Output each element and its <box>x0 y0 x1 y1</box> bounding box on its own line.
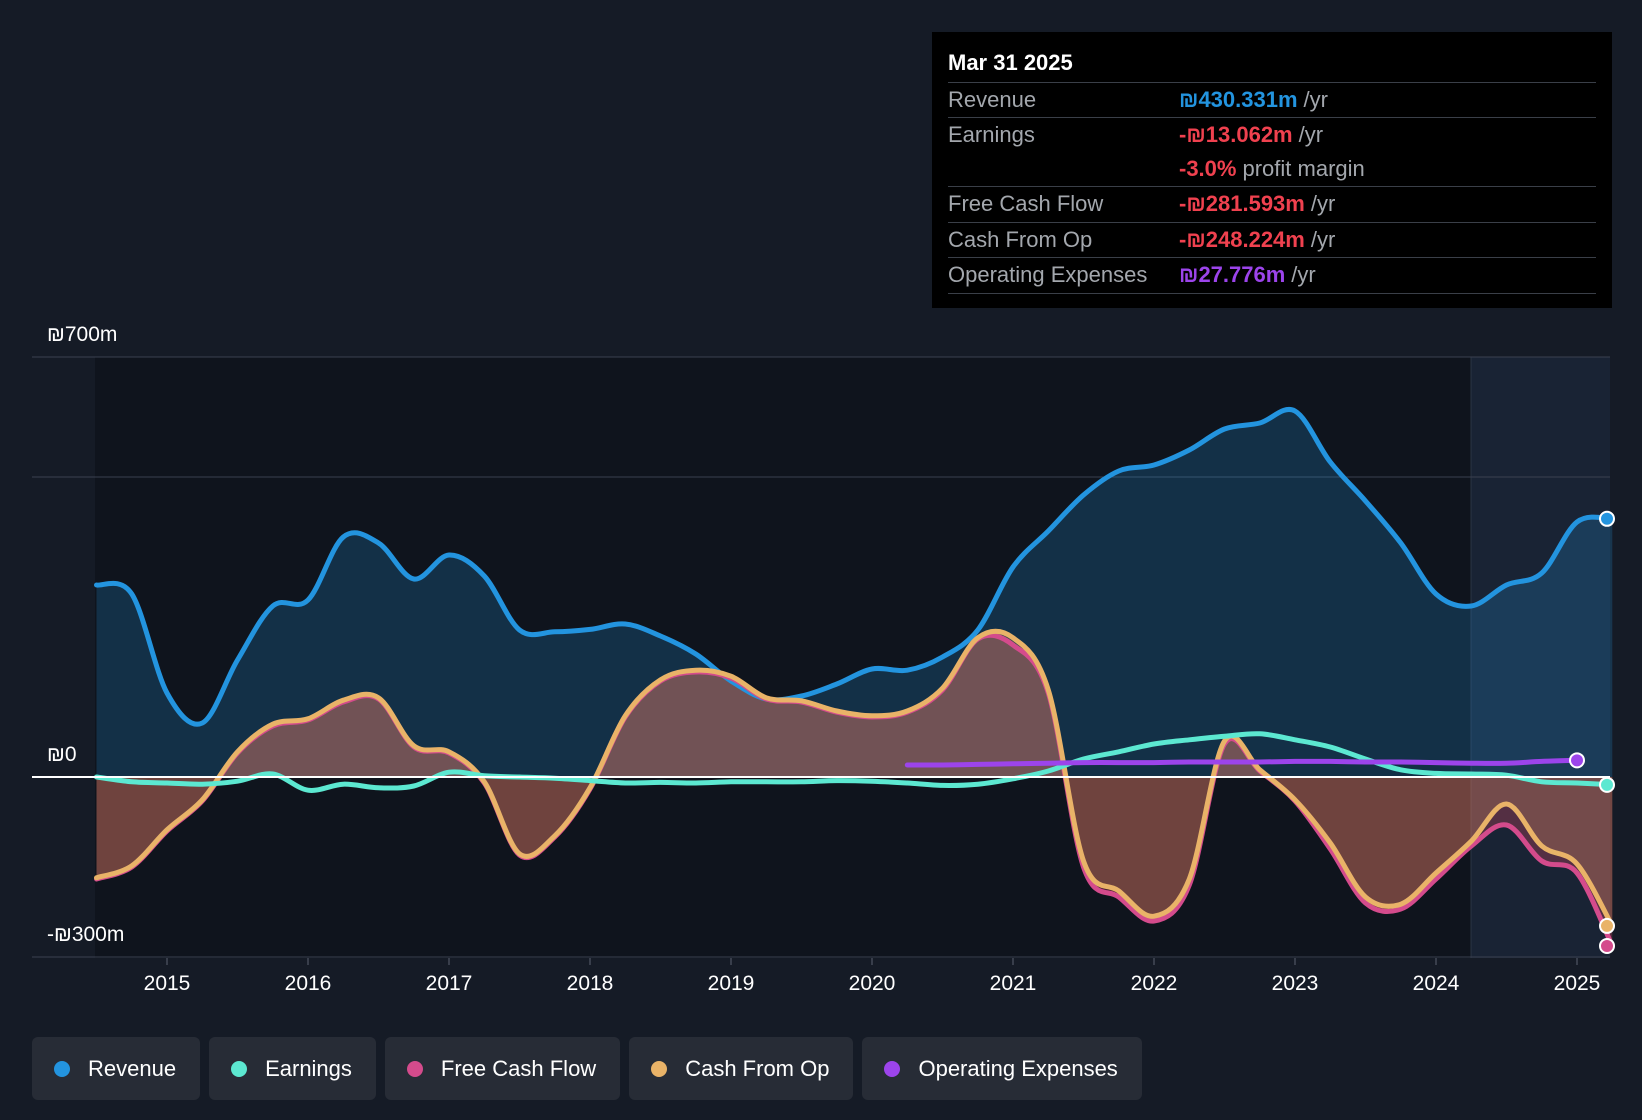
tooltip-fcf-unit: /yr <box>1310 191 1336 216</box>
free-cash-flow-area <box>96 635 1613 946</box>
revenue-endpoint <box>1599 510 1615 527</box>
legend-label-revenue: Revenue <box>88 1055 177 1081</box>
cash-from-op-area <box>96 631 1613 926</box>
tooltip-earnings-unit: /yr <box>1298 122 1324 147</box>
legend-dot-revenue <box>54 1060 70 1077</box>
data-tooltip: Mar 31 2025 Revenue ₪430.331m /yr Earnin… <box>932 32 1612 308</box>
operating-expenses-line <box>904 757 1580 768</box>
revenue-line <box>94 407 1615 727</box>
tooltip-margin-label: profit margin <box>1242 156 1365 181</box>
legend-item-revenue[interactable]: Revenue <box>32 1037 201 1100</box>
x-tick-label: 2023 <box>1272 972 1319 995</box>
tooltip-revenue-label: Revenue <box>948 87 1037 112</box>
tooltip-row-fcf: Free Cash Flow -₪281.593m /yr <box>948 187 1596 223</box>
tooltip-row-earnings: Earnings -₪13.062m /yr <box>948 117 1596 152</box>
tooltip-opex-label: Operating Expenses <box>948 262 1148 287</box>
earnings-line <box>94 731 1615 793</box>
x-tick-label: 2025 <box>1554 972 1601 995</box>
past-region <box>95 357 1471 958</box>
x-tick-label: 2016 <box>285 972 332 995</box>
tooltip-date: Mar 31 2025 <box>948 46 1596 83</box>
tooltip-revenue-value: ₪430.331m <box>1179 87 1298 112</box>
y-tick-label: -₪300m <box>47 923 124 946</box>
tooltip-margin-spacer <box>948 152 1179 186</box>
chart-legend: Revenue Earnings Free Cash Flow Cash Fro… <box>32 1037 1142 1100</box>
series-lines <box>94 407 1615 949</box>
tooltip-earnings-value: -₪13.062m <box>1179 122 1293 147</box>
tooltip-cfo-unit: /yr <box>1310 227 1336 252</box>
x-tick-label: 2024 <box>1413 972 1460 995</box>
tooltip-fcf-value: -₪281.593m <box>1179 191 1305 216</box>
legend-label-free-cash-flow: Free Cash Flow <box>440 1055 597 1081</box>
operating-expenses-endpoint <box>1569 752 1585 769</box>
x-tick-label: 2022 <box>1131 972 1178 995</box>
cash-from-op-endpoint <box>1599 917 1615 934</box>
y-tick-label: ₪700m <box>47 323 117 346</box>
x-tick-label: 2021 <box>990 972 1037 995</box>
legend-item-free-cash-flow[interactable]: Free Cash Flow <box>384 1037 621 1100</box>
cash-from-op-line <box>94 628 1615 929</box>
tooltip-earnings-label: Earnings <box>948 122 1035 147</box>
tooltip-row-revenue: Revenue ₪430.331m /yr <box>948 83 1596 117</box>
series-endpoints <box>1569 510 1615 954</box>
x-tick-label: 2018 <box>567 972 614 995</box>
x-tick-label: 2020 <box>849 972 896 995</box>
y-tick-label: ₪0 <box>47 743 77 766</box>
legend-dot-operating-expenses <box>884 1060 901 1077</box>
tooltip-opex-unit: /yr <box>1291 262 1316 287</box>
legend-item-operating-expenses[interactable]: Operating Expenses <box>862 1037 1142 1100</box>
legend-dot-earnings <box>231 1060 248 1077</box>
x-tick-label: 2019 <box>708 972 755 995</box>
legend-dot-cash-from-op <box>651 1060 668 1077</box>
tooltip-opex-value: ₪27.776m <box>1179 262 1286 287</box>
x-tick-label: 2017 <box>426 972 473 995</box>
legend-label-cash-from-op: Cash From Op <box>685 1055 830 1081</box>
x-axis-labels: 2015 2016 2017 2018 2019 2020 2021 2022 2023 2024… <box>144 958 1601 995</box>
revenue-area <box>96 409 1613 777</box>
tooltip-cfo-value: -₪248.224m <box>1179 227 1305 252</box>
tooltip-row-cfo: Cash From Op -₪248.224m /yr <box>948 223 1596 258</box>
free-cash-flow-endpoint <box>1599 937 1615 954</box>
area-fills <box>96 409 1613 946</box>
tooltip-cfo-label: Cash From Op <box>948 227 1093 252</box>
tooltip-fcf-label: Free Cash Flow <box>948 191 1104 216</box>
gridlines <box>32 356 1610 958</box>
legend-item-cash-from-op[interactable]: Cash From Op <box>629 1037 854 1100</box>
legend-label-earnings: Earnings <box>265 1055 352 1081</box>
tooltip-row-margin: -3.0% profit margin <box>948 152 1596 187</box>
tooltip-row-opex: Operating Expenses ₪27.776m /yr <box>948 258 1596 294</box>
legend-label-operating-expenses: Operating Expenses <box>918 1055 1118 1081</box>
x-tick-label: 2015 <box>144 972 191 995</box>
earnings-endpoint <box>1599 776 1615 793</box>
y-axis-labels: ₪700m ₪0 -₪300m <box>47 323 124 946</box>
tooltip-margin-value: -3.0% <box>1179 156 1237 181</box>
legend-dot-free-cash-flow <box>406 1060 423 1077</box>
legend-item-earnings[interactable]: Earnings <box>209 1037 376 1100</box>
tooltip-revenue-unit: /yr <box>1303 87 1328 112</box>
